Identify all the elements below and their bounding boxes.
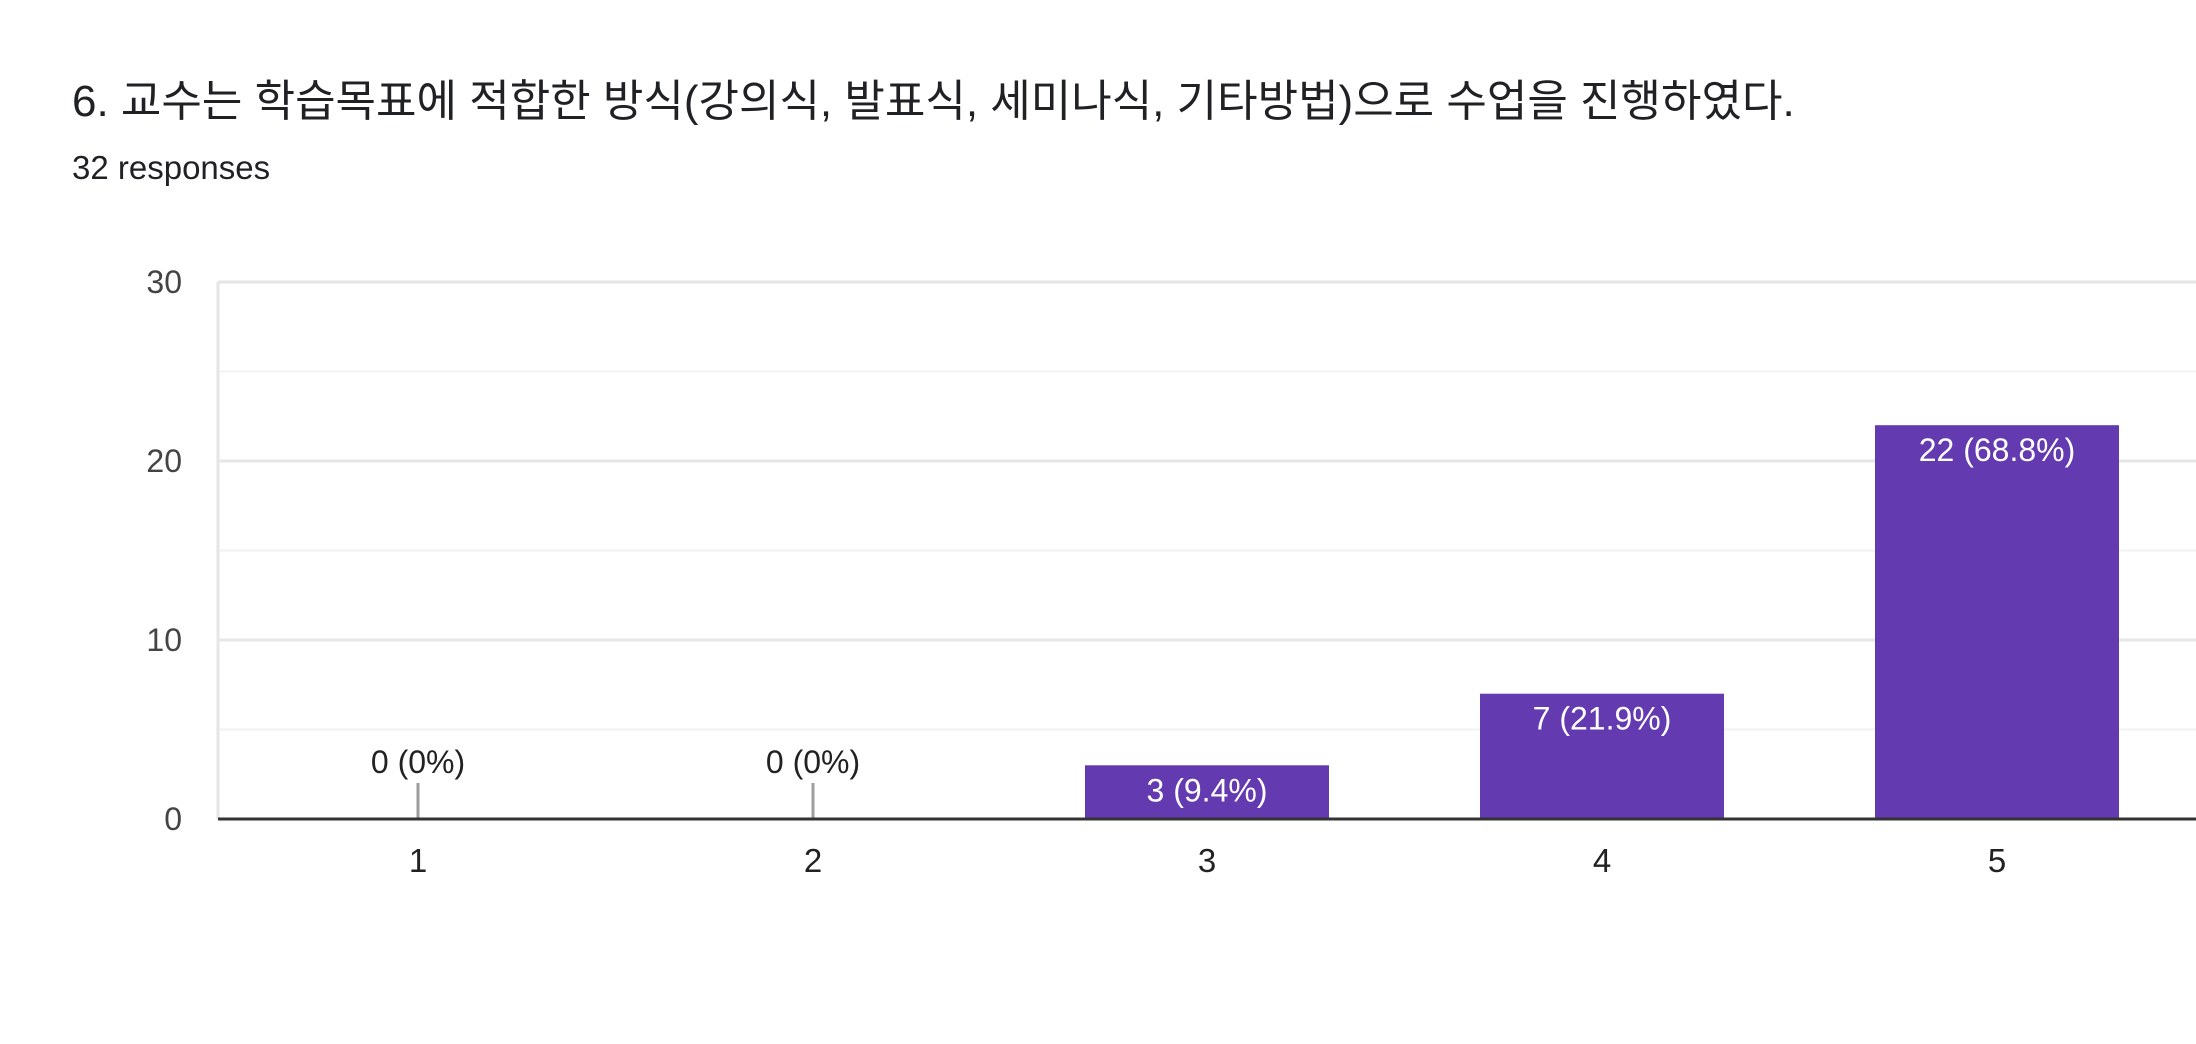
data-label: 7 (21.9%) <box>1533 701 1672 737</box>
y-tick-label: 10 <box>146 622 182 658</box>
response-count: 32 responses <box>72 149 271 186</box>
data-label: 0 (0%) <box>766 744 860 780</box>
y-tick-label: 20 <box>146 443 182 479</box>
bar <box>1085 765 1329 819</box>
x-category-label: 1 <box>409 842 427 879</box>
label-layer: 0 10 20 30 0 (0%) 1 0 (0%) 2 3 (9.4%) 3 7 (21.9%) 4… <box>146 264 2075 879</box>
x-category-label: 2 <box>804 842 822 879</box>
x-category-label: 3 <box>1198 842 1216 879</box>
x-category-label: 4 <box>1593 842 1611 879</box>
data-label: 0 (0%) <box>371 744 465 780</box>
bar <box>1480 693 1724 819</box>
question-title: 6. 교수는 학습목표에 적합한 방식(강의식, 발표식, 세미나식, 기타방법… <box>72 77 1795 126</box>
data-label: 22 (68.8%) <box>1919 432 2076 468</box>
y-tick-label: 0 <box>164 801 182 837</box>
bar <box>1875 425 2119 819</box>
bar-layer <box>416 425 2119 819</box>
y-tick-label: 30 <box>146 264 182 300</box>
grid-layer <box>216 280 2196 819</box>
data-label: 3 (9.4%) <box>1147 772 1268 808</box>
x-category-label: 5 <box>1988 842 2006 879</box>
